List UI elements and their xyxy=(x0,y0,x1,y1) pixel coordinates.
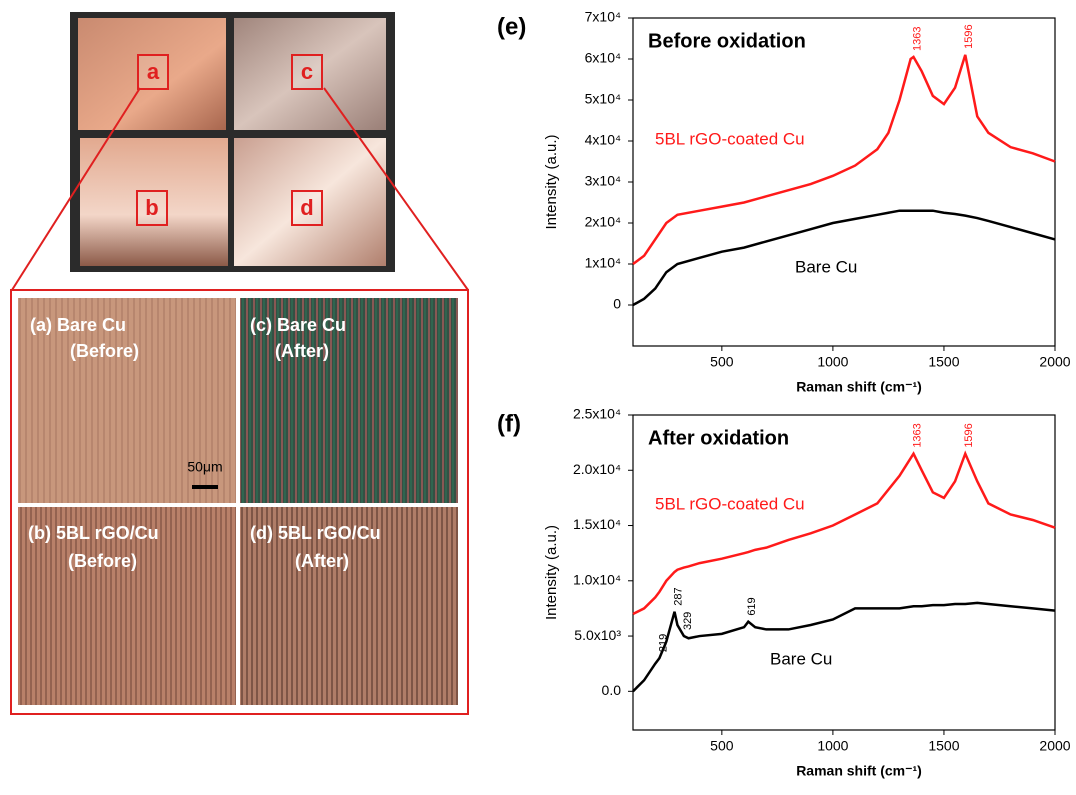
x-axis-label: Raman shift (cm⁻¹) xyxy=(796,379,922,395)
photo-label: c xyxy=(301,59,313,84)
figure: a c b d 50μm (a) Bare Cu (Before) (c) Bare Cu… xyxy=(0,0,1076,795)
peak-label: 1363 xyxy=(911,423,923,447)
micrograph-state: (After) xyxy=(275,341,329,361)
plot-frame xyxy=(633,18,1055,346)
y-axis-label: Intensity (a.u.) xyxy=(543,525,560,620)
y-tick-label: 0.0 xyxy=(602,682,622,698)
micrograph-state: (Before) xyxy=(70,341,139,361)
y-axis-label: Intensity (a.u.) xyxy=(543,134,560,229)
micrograph-state: (Before) xyxy=(68,551,137,571)
y-tick-label: 2.0x10⁴ xyxy=(573,461,621,477)
plot-frame xyxy=(633,415,1055,730)
y-tick-label: 4x10⁴ xyxy=(585,132,621,148)
y-tick-label: 6x10⁴ xyxy=(585,50,621,66)
photo-label: b xyxy=(145,195,158,220)
series-label: Bare Cu xyxy=(770,649,832,668)
panel-label: (f) xyxy=(497,410,521,437)
page: a c b d 50μm (a) Bare Cu (Before) (c) Bare Cu… xyxy=(0,0,1076,795)
y-tick-label: 1.0x10⁴ xyxy=(573,571,621,587)
x-axis-label: Raman shift (cm⁻¹) xyxy=(796,763,922,779)
peak-label: 329 xyxy=(682,612,694,630)
series-label: 5BL rGO-coated Cu xyxy=(655,494,805,513)
chart-title: After oxidation xyxy=(648,427,789,449)
peak-label: 1363 xyxy=(911,26,923,50)
panel-label: (e) xyxy=(497,13,526,40)
y-tick-label: 1x10⁴ xyxy=(585,255,621,271)
peak-label: 1596 xyxy=(963,423,975,447)
peak-label: 219 xyxy=(657,634,669,652)
micrograph-state: (After) xyxy=(295,551,349,571)
x-tick-label: 500 xyxy=(710,354,734,370)
x-tick-label: 2000 xyxy=(1039,738,1070,754)
peak-label: 1596 xyxy=(963,24,975,48)
spectrum-line xyxy=(633,55,1055,264)
spectrum-line xyxy=(633,603,1055,691)
x-tick-label: 1500 xyxy=(928,354,959,370)
y-tick-label: 2x10⁴ xyxy=(585,214,621,230)
peak-label: 287 xyxy=(672,587,684,605)
y-tick-label: 7x10⁴ xyxy=(585,9,621,25)
scale-bar-label: 50μm xyxy=(187,459,222,475)
y-tick-label: 0 xyxy=(613,296,621,312)
micrograph-label: (d) 5BL rGO/Cu xyxy=(250,523,381,543)
y-tick-label: 3x10⁴ xyxy=(585,173,621,189)
x-tick-label: 1500 xyxy=(928,738,959,754)
y-tick-label: 1.5x10⁴ xyxy=(573,516,621,532)
peak-label: 619 xyxy=(746,597,758,615)
spectrum-line xyxy=(633,454,1055,614)
micrograph-label: (a) Bare Cu xyxy=(30,315,126,335)
chart-title: Before oxidation xyxy=(648,30,806,52)
photo-label: a xyxy=(147,59,160,84)
y-tick-label: 5.0x10³ xyxy=(574,627,621,643)
series-label: Bare Cu xyxy=(795,257,857,276)
x-tick-label: 2000 xyxy=(1039,354,1070,370)
series-label: 5BL rGO-coated Cu xyxy=(655,129,805,148)
y-tick-label: 5x10⁴ xyxy=(585,91,621,107)
photo-label: d xyxy=(300,195,313,220)
x-tick-label: 500 xyxy=(710,738,734,754)
x-tick-label: 1000 xyxy=(817,738,848,754)
y-tick-label: 2.5x10⁴ xyxy=(573,406,621,422)
charts: (e) Before oxidation Raman shift (cm⁻¹) Int… xyxy=(497,9,1071,779)
micrograph-label: (b) 5BL rGO/Cu xyxy=(28,523,159,543)
x-tick-label: 1000 xyxy=(817,354,848,370)
micrograph-label: (c) Bare Cu xyxy=(250,315,346,335)
